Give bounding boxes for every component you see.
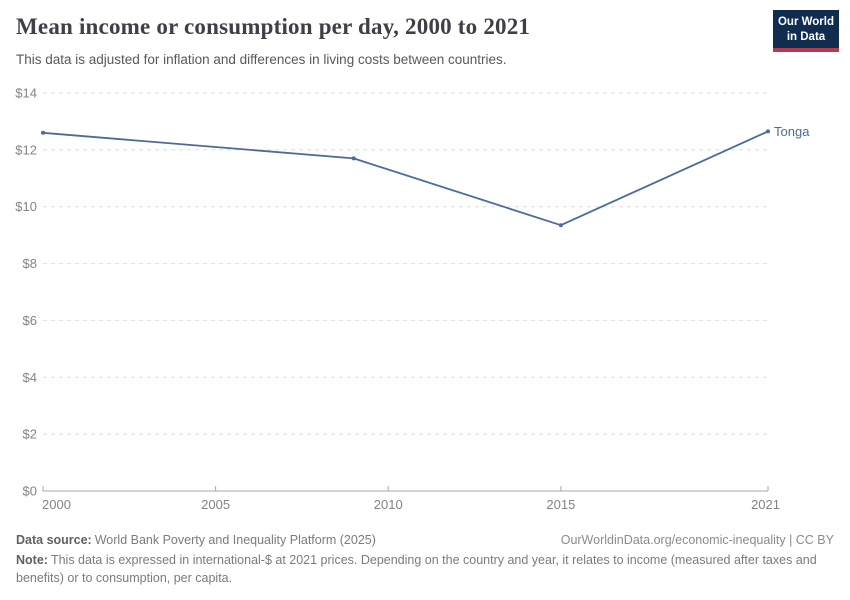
y-tick-label: $6 (23, 313, 37, 328)
license-link[interactable]: OurWorldinData.org/economic-inequality |… (560, 533, 834, 547)
x-tick-label: 2000 (42, 497, 71, 512)
datasource-text: World Bank Poverty and Inequality Platfo… (94, 533, 376, 547)
owid-logo[interactable]: Our World in Data (773, 10, 839, 53)
x-tick-label: 2010 (374, 497, 403, 512)
y-tick-label: $14 (15, 86, 37, 101)
data-point[interactable] (766, 129, 770, 134)
note-text: This data is expressed in international-… (16, 553, 817, 586)
note-label: Note: (16, 553, 48, 568)
data-point[interactable] (558, 223, 563, 228)
note-line: Note: This data is expressed in internati… (16, 551, 834, 587)
y-tick-label: $2 (23, 427, 37, 442)
line-chart-svg: $0 $2 $4 $6 $8 $10 $12 $14 2000 2005 2010 2015 2021 T… (15, 86, 810, 513)
x-tick-label: 2015 (546, 497, 575, 512)
datasource-line: Data source: World Bank Poverty and Inequ… (16, 531, 376, 549)
data-point[interactable] (41, 130, 45, 135)
y-tick-label: $8 (23, 256, 37, 271)
y-tick-label: $10 (15, 199, 37, 214)
line-series-tonga[interactable] (42, 130, 769, 227)
page-title: Mean income or consumption per day, 2000… (16, 14, 531, 39)
data-point[interactable] (351, 156, 356, 161)
y-tick-label: $4 (23, 370, 37, 385)
x-tick-label: 2005 (201, 497, 230, 512)
chart-subtitle: This data is adjusted for inflation and … (16, 52, 507, 67)
y-tick-label: $0 (23, 484, 37, 499)
series-end-label[interactable]: Tonga (774, 124, 810, 139)
chart-footer: Data source: World Bank Poverty and Inequ… (16, 531, 834, 587)
datasource-label: Data source: (16, 533, 92, 547)
x-tick-label: 2021 (751, 497, 780, 512)
y-tick-label: $12 (15, 142, 37, 157)
owid-logo-line1: Our World (777, 16, 834, 28)
owid-logo-line2: in Data (786, 30, 826, 43)
